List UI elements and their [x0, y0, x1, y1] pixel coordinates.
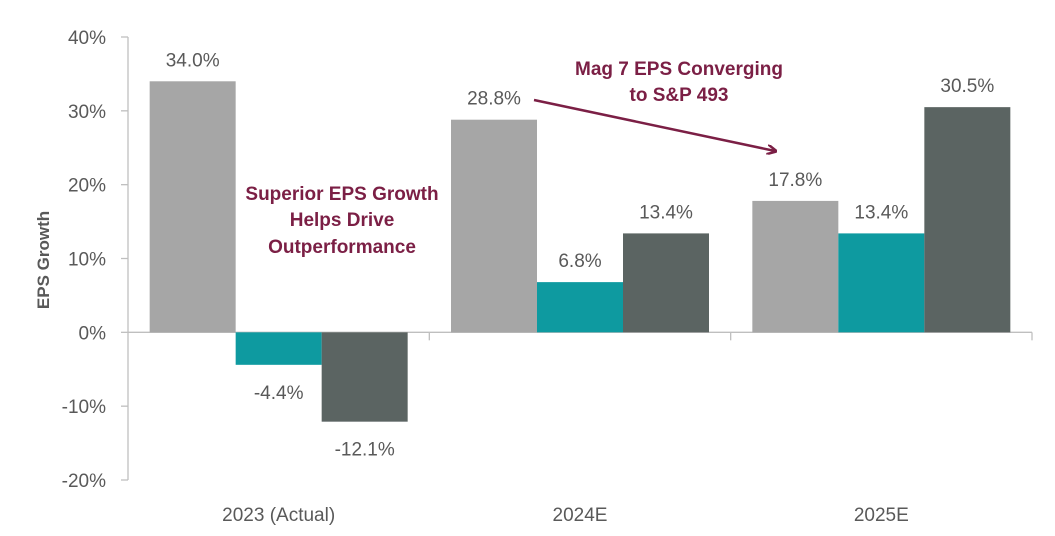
data-label: -12.1% — [335, 440, 395, 461]
bar — [838, 233, 925, 333]
data-label: 13.4% — [854, 202, 908, 223]
data-label: 17.8% — [768, 170, 822, 191]
bar — [321, 332, 408, 422]
x-tick-label: 2025E — [854, 505, 909, 526]
y-tick-label: 10% — [68, 250, 106, 271]
data-label: 13.4% — [639, 202, 693, 223]
y-axis-title: EPS Growth — [34, 211, 53, 309]
x-tick-label: 2023 (Actual) — [222, 505, 335, 526]
y-tick-label: 20% — [68, 176, 106, 197]
data-label: 6.8% — [558, 251, 601, 272]
y-tick-label: 30% — [68, 102, 106, 123]
annotation-arrow — [533, 98, 775, 151]
annotation-superior-line-1: Superior EPS Growth — [245, 184, 438, 205]
y-tick-label: 40% — [68, 28, 106, 49]
x-tick-label: 2024E — [553, 505, 608, 526]
bars — [149, 81, 1011, 422]
annotation-superior-line-3: Outperformance — [268, 237, 416, 258]
annotation-converging-line-2: to S&P 493 — [630, 85, 729, 106]
data-label: -4.4% — [254, 383, 304, 404]
data-label: 30.5% — [940, 76, 994, 97]
data-label: 34.0% — [166, 50, 220, 71]
bar — [451, 119, 537, 333]
annotation-superior-line-2: Helps Drive — [290, 210, 395, 231]
y-tick-label: 0% — [79, 323, 107, 344]
bar — [537, 282, 623, 333]
annotation-converging-line-1: Mag 7 EPS Converging — [575, 59, 783, 80]
bar — [623, 233, 709, 333]
bar — [149, 81, 236, 333]
y-tick-label: -10% — [62, 397, 106, 418]
y-tick-label: -20% — [62, 471, 106, 492]
data-labels: 34.0% 28.8% 17.8% -4.4% 6.8% 13.4% -12.1% 13.4%… — [166, 50, 995, 460]
bar — [235, 332, 322, 365]
bar — [752, 200, 839, 333]
data-label: 28.8% — [467, 89, 521, 110]
bar — [924, 107, 1011, 333]
